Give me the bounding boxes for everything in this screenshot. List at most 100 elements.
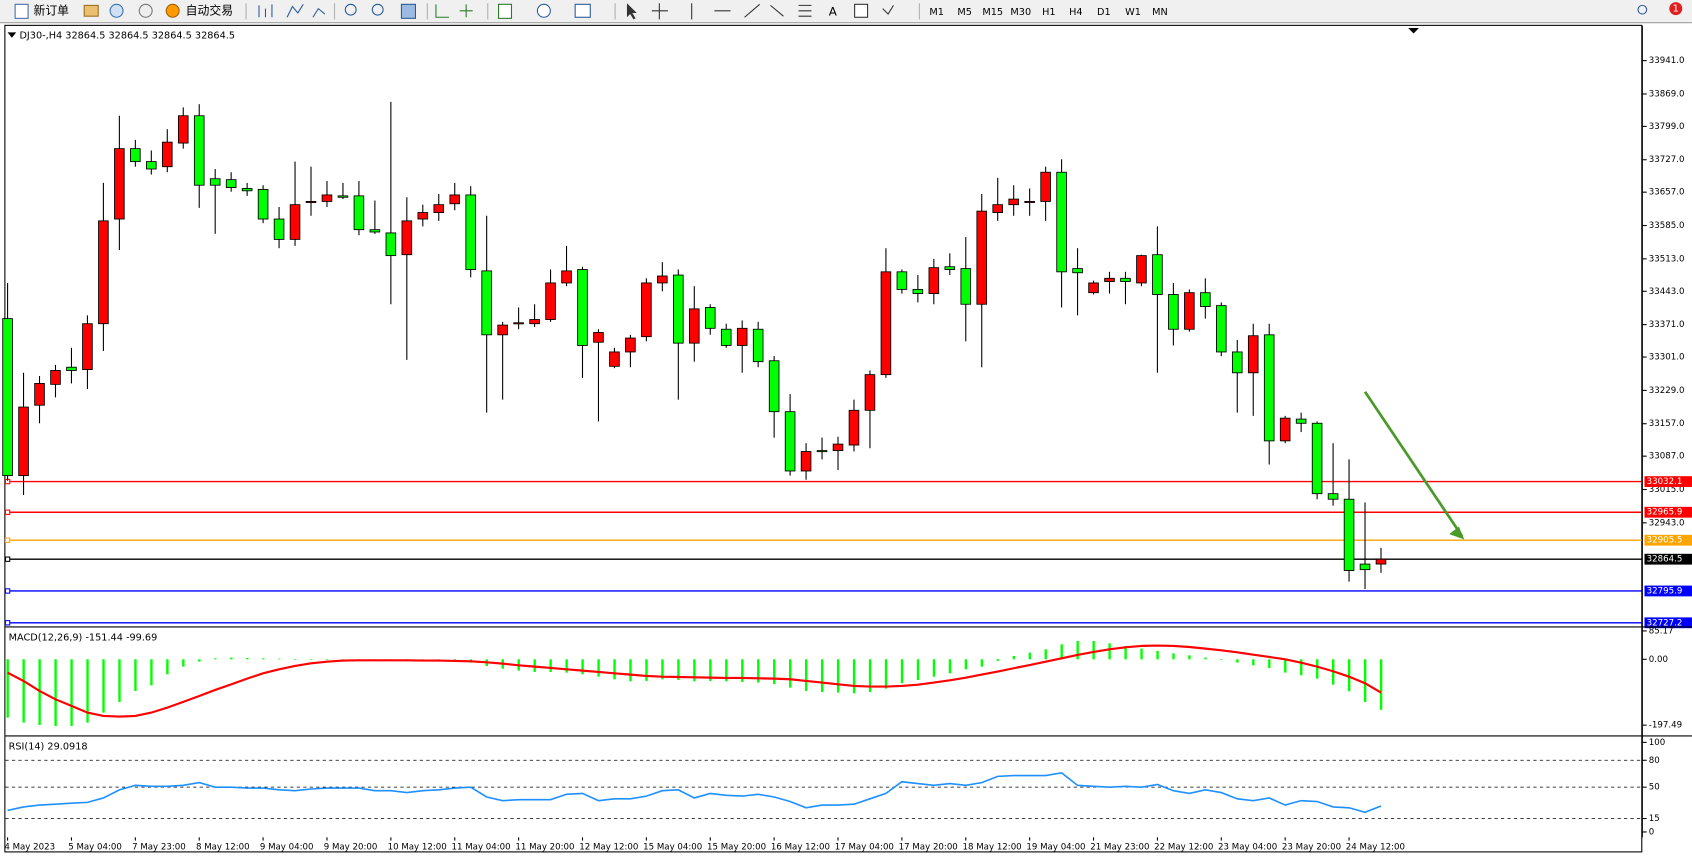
candle-body (944, 266, 956, 270)
x-tick-label: 18 May 12:00 (963, 843, 1022, 853)
candle-body (848, 409, 860, 446)
timeframe-button[interactable]: W1 (1125, 7, 1141, 18)
macd-bar (741, 659, 744, 682)
plot: DJ30-,H4 32864.5 32864.5 32864.5 32864.5… (2, 25, 1692, 853)
timeframe-button[interactable]: M1 (929, 7, 944, 18)
level-handle (4, 556, 11, 562)
macd-bar (86, 659, 89, 723)
macd-bar (166, 659, 169, 675)
macd-bar (277, 658, 281, 660)
candle-body (1263, 334, 1275, 442)
arrows-tool[interactable] (882, 5, 894, 15)
candle-body (736, 327, 748, 346)
y-tick-label: 33585.0 (1649, 221, 1685, 231)
auto-trade-icon[interactable] (165, 3, 180, 18)
macd-bar (645, 659, 648, 681)
macd-bar (549, 659, 552, 672)
candle-body (209, 178, 221, 186)
shift-marker (1408, 28, 1419, 34)
drawing-tools[interactable] (651, 3, 812, 20)
price-label: 32905.5 (1647, 536, 1683, 546)
chart-type-icons[interactable] (258, 4, 326, 18)
timeframe-button[interactable]: M30 (1010, 7, 1031, 18)
y-tick-label: 0.00 (1649, 655, 1668, 665)
label-tool[interactable] (854, 3, 869, 18)
macd-bar (309, 659, 313, 660)
symbol-menu-icon[interactable] (7, 32, 17, 38)
zoom-out-icon[interactable] (371, 3, 384, 16)
toolbar-icon[interactable] (138, 3, 153, 18)
candle-body (130, 148, 141, 163)
candle-body (545, 282, 556, 320)
macd-bar (22, 659, 25, 723)
new-order-button[interactable]: 新订单 (33, 3, 69, 17)
macd-bar (868, 659, 872, 692)
macd-bar (900, 659, 904, 684)
x-tick-label: 8 May 12:00 (196, 843, 250, 853)
price-label: 33032.1 (1647, 477, 1683, 487)
panel-title: MACD(12,26,9) -151.44 -99.69 (9, 633, 158, 644)
candle-body (1375, 558, 1387, 565)
macd-bar (725, 659, 728, 682)
cursor-icon[interactable] (626, 3, 637, 20)
panel-title: DJ30-,H4 32864.5 32864.5 32864.5 32864.5 (19, 31, 235, 42)
candle-body (1216, 305, 1227, 353)
x-tick-label: 17 May 04:00 (835, 843, 894, 853)
timeframe-button[interactable]: M5 (957, 7, 972, 18)
timeframe-button[interactable]: H1 (1042, 7, 1055, 18)
candle-body (305, 200, 317, 203)
candle-body (688, 308, 700, 344)
candle-body (992, 204, 1004, 213)
y-tick-label: 33941.0 (1649, 56, 1685, 66)
macd-bar (118, 659, 121, 702)
price-label-bg (1644, 585, 1692, 597)
candle-body (34, 383, 45, 406)
price-label-bg (1644, 506, 1692, 518)
text-tool[interactable]: A (829, 4, 838, 18)
candle-body (401, 220, 413, 256)
y-tick-label: 33869.0 (1649, 89, 1685, 99)
tile-icon[interactable] (400, 3, 416, 19)
period-icon[interactable] (536, 3, 551, 18)
candle-body (1104, 277, 1115, 282)
y-tick-label: 33301.0 (1649, 353, 1685, 363)
template-icon[interactable] (574, 3, 591, 18)
auto-trade-button[interactable]: 自动交易 (186, 3, 233, 17)
indicators-icon[interactable] (498, 3, 513, 19)
toolbar-icon[interactable] (109, 3, 124, 18)
candle-body (864, 374, 876, 411)
zoom-in-icon[interactable] (344, 3, 357, 16)
timeframe-button[interactable]: H4 (1069, 7, 1082, 18)
search-icon[interactable] (1637, 4, 1648, 15)
scroll-icons[interactable] (435, 4, 473, 18)
candle-body (928, 267, 940, 295)
level-handle (4, 537, 11, 543)
timeframe-button[interactable]: M15 (982, 7, 1003, 18)
macd-bar (852, 659, 856, 694)
candle-body (321, 194, 333, 202)
candle-body (1168, 294, 1179, 330)
new-order-icon[interactable] (14, 3, 29, 19)
candle-body (1295, 418, 1307, 424)
candle-body (161, 141, 173, 168)
macd-bar (182, 659, 185, 667)
x-tick-label: 19 May 04:00 (1026, 843, 1085, 853)
macd-bar (948, 659, 952, 674)
candle-body (465, 194, 476, 270)
notification-badge[interactable] (1669, 2, 1683, 16)
timeframe-button[interactable]: MN (1152, 7, 1168, 18)
macd-bar (1300, 659, 1303, 676)
trend-arrow (1363, 390, 1464, 538)
macd-bar (70, 659, 73, 726)
candle-body (561, 270, 572, 284)
candle-body (832, 443, 844, 452)
timeframe-button[interactable]: D1 (1097, 7, 1111, 18)
toolbar-icon[interactable] (83, 4, 99, 17)
candle-body (66, 366, 77, 371)
x-tick-label: 11 May 20:00 (515, 843, 574, 853)
y-tick-label: 33799.0 (1649, 122, 1685, 132)
x-tick-label: 24 May 12:00 (1346, 843, 1405, 853)
candle-body (704, 307, 716, 329)
